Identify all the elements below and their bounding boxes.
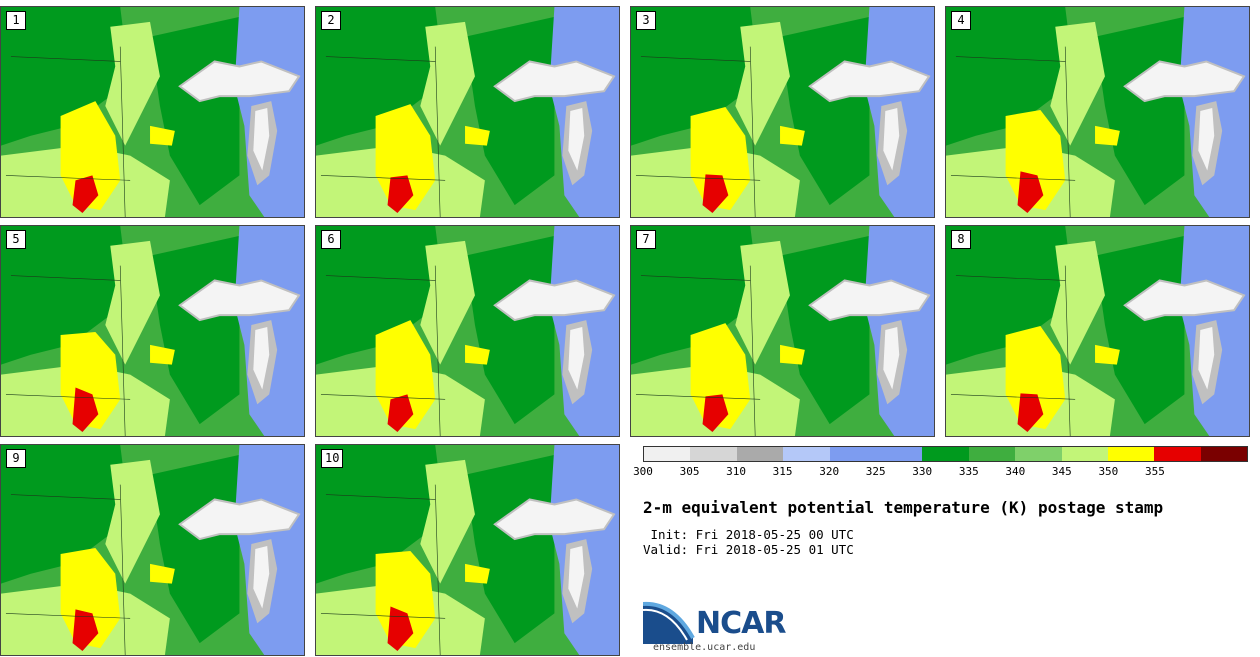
colorbar-tick-label: 345 [1051, 465, 1072, 478]
ensemble-member-panel: 10 [315, 444, 620, 656]
ensemble-member-panel: 8 [945, 225, 1250, 437]
map-icon [1, 445, 304, 655]
map-icon [316, 445, 619, 655]
ncar-logo-icon [643, 601, 695, 644]
map-icon [946, 7, 1249, 217]
colorbar-segment [1200, 447, 1248, 461]
ensemble-member-panel: 1 [0, 6, 305, 218]
ensemble-member-panel: 9 [0, 444, 305, 656]
colorbar-segment [1107, 447, 1155, 461]
colorbar-segment [875, 447, 923, 461]
valid-time: Valid: Fri 2018-05-25 01 UTC [643, 542, 854, 557]
colorbar-tick-label: 330 [912, 465, 933, 478]
member-number-label: 7 [636, 230, 656, 249]
colorbar-segment [690, 447, 737, 461]
colorbar-segment [829, 447, 876, 461]
colorbar-tick-label: 305 [679, 465, 700, 478]
map-icon [631, 226, 934, 436]
colorbar-segment [1015, 447, 1062, 461]
member-number-label: 1 [6, 11, 26, 30]
member-number-label: 6 [321, 230, 341, 249]
colorbar-tick-label: 340 [1005, 465, 1026, 478]
map-icon [631, 7, 934, 217]
member-number-label: 9 [6, 449, 26, 468]
member-number-label: 4 [951, 11, 971, 30]
map-icon [1, 7, 304, 217]
map-icon [316, 7, 619, 217]
logo-url: ensemble.ucar.edu [653, 642, 756, 653]
ensemble-member-panel: 3 [630, 6, 935, 218]
main-title: 2-m equivalent potential temperature (K)… [643, 498, 1164, 517]
logo-name: NCAR [696, 606, 786, 641]
member-number-label: 3 [636, 11, 656, 30]
map-icon [1, 226, 304, 436]
colorbar-segment [1154, 447, 1201, 461]
colorbar [643, 446, 1248, 462]
ensemble-member-panel: 6 [315, 225, 620, 437]
colorbar-segment [922, 447, 969, 461]
member-number-label: 8 [951, 230, 971, 249]
colorbar-segment [736, 447, 784, 461]
map-icon [316, 226, 619, 436]
colorbar-segment [783, 447, 830, 461]
colorbar-tick-label: 355 [1144, 465, 1165, 478]
member-number-label: 10 [321, 449, 344, 468]
colorbar-segment [1061, 447, 1108, 461]
ensemble-member-panel: 4 [945, 6, 1250, 218]
member-number-label: 2 [321, 11, 341, 30]
ensemble-member-panel: 7 [630, 225, 935, 437]
colorbar-tick-label: 335 [958, 465, 979, 478]
colorbar-tick-label: 350 [1098, 465, 1119, 478]
colorbar-tick-label: 320 [819, 465, 840, 478]
map-icon [946, 226, 1249, 436]
colorbar-segment [644, 447, 691, 461]
ensemble-member-panel: 2 [315, 6, 620, 218]
colorbar-labels: 300 305 310 315 320 325 330 335 340 345 350 355 [633, 465, 1248, 481]
colorbar-tick-label: 325 [865, 465, 886, 478]
colorbar-tick-label: 300 [633, 465, 653, 478]
colorbar-segment [968, 447, 1016, 461]
colorbar-tick-label: 310 [726, 465, 746, 478]
colorbar-tick-label: 315 [772, 465, 793, 478]
member-number-label: 5 [6, 230, 26, 249]
init-time: Init: Fri 2018-05-25 00 UTC [643, 527, 854, 542]
ensemble-member-panel: 5 [0, 225, 305, 437]
